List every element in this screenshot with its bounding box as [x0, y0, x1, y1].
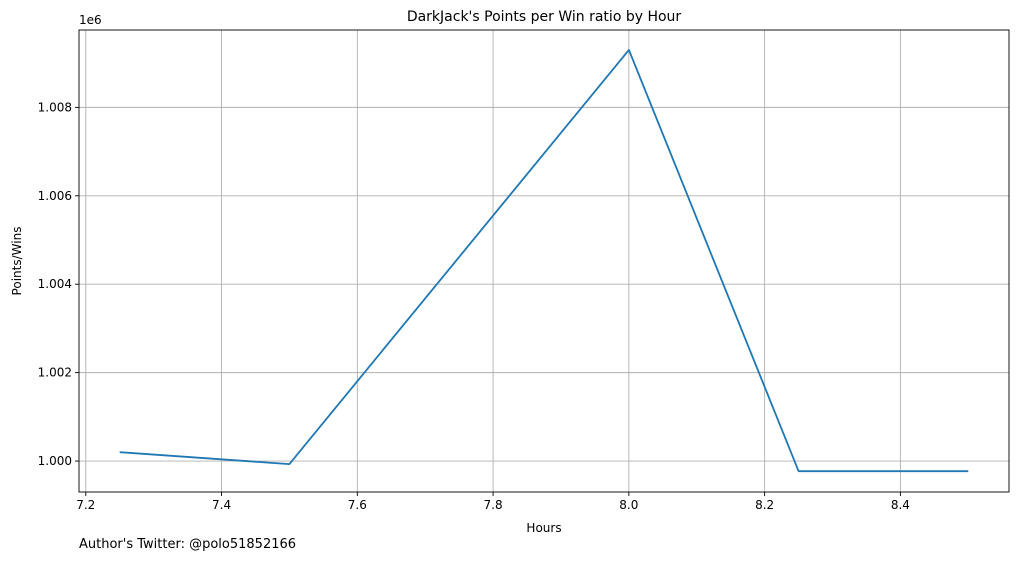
series-layer: [119, 49, 969, 473]
chart-title: DarkJack's Points per Win ratio by Hour: [407, 9, 682, 25]
x-tick-label: 7.4: [212, 498, 231, 512]
x-tick-label: 8.0: [619, 498, 638, 512]
axis-ticks: 7.2 7.4 7.6 7.8 8.0 8.2 8.4 1.000 1.002 1.004 1.00…: [38, 100, 910, 512]
x-tick-label: 7.2: [76, 498, 95, 512]
x-tick-label: 8.4: [891, 498, 910, 512]
y-axis-offset-label: 1e6: [79, 13, 102, 27]
plot-frame: [78, 29, 1010, 493]
x-tick-label: 7.6: [348, 498, 367, 512]
y-tick-label: 1.004: [38, 277, 72, 291]
y-tick-label: 1.008: [38, 100, 72, 114]
y-tick-label: 1.000: [38, 454, 72, 468]
y-tick-label: 1.006: [38, 189, 72, 203]
grid: [79, 30, 1009, 492]
series-line: [119, 49, 969, 473]
x-tick-label: 7.8: [484, 498, 503, 512]
author-footnote: Author's Twitter: @polo51852166: [79, 537, 297, 552]
y-axis-label: Points/Wins: [10, 227, 24, 296]
y-tick-label: 1.002: [38, 366, 72, 380]
x-axis-label: Hours: [526, 521, 561, 535]
x-tick-label: 8.2: [755, 498, 774, 512]
